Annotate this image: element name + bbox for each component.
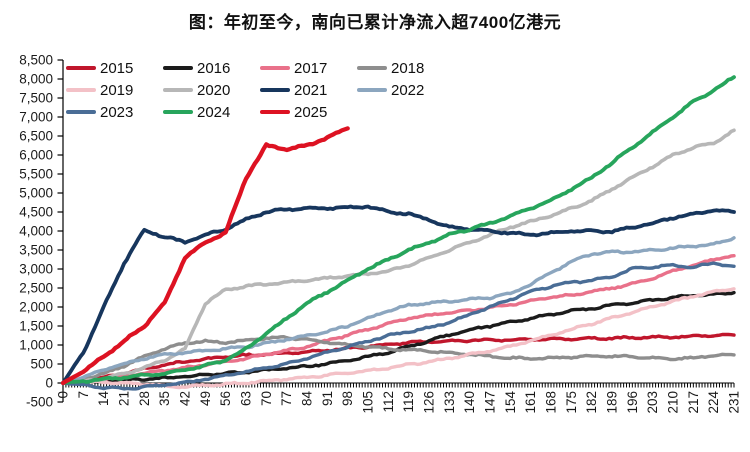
x-axis-label: 231 — [727, 391, 742, 414]
x-axis-label: 147 — [483, 391, 498, 414]
y-axis-label: 1,000 — [19, 338, 53, 353]
legend-swatch-2025 — [260, 109, 290, 115]
y-axis-label: 8,000 — [19, 72, 53, 87]
y-axis-label: 7,500 — [19, 91, 53, 106]
y-axis-label: 500 — [30, 357, 53, 372]
x-axis-label: 133 — [442, 391, 457, 414]
x-axis-label: 182 — [584, 391, 599, 414]
y-axis-label: 3,000 — [19, 262, 53, 277]
legend-item-2016: 2016 — [163, 61, 260, 76]
legend-label-2017: 2017 — [294, 59, 328, 77]
x-axis-label: 70 — [259, 391, 274, 406]
series-line-2025 — [60, 126, 350, 386]
chart-legend: 2015 2016 2017 2018 2019 2020 2021 2022 2023 2024… — [66, 57, 449, 123]
legend-swatch-2021 — [260, 87, 290, 93]
x-axis-label: 196 — [625, 391, 640, 414]
series-line-2021 — [61, 204, 736, 385]
x-axis-label: 161 — [523, 391, 538, 414]
y-axis-label: -500 — [26, 395, 53, 410]
series-line-2023 — [61, 261, 736, 391]
x-axis-label: 210 — [666, 391, 681, 414]
legend-label-2025: 2025 — [294, 103, 328, 121]
x-axis-label: 168 — [544, 391, 559, 414]
y-axis-label: 6,000 — [19, 148, 53, 163]
legend-swatch-2022 — [357, 87, 387, 93]
x-axis-label: 28 — [137, 391, 152, 406]
legend-swatch-2017 — [260, 65, 290, 71]
legend-item-2025: 2025 — [260, 105, 357, 120]
x-axis-label: 224 — [706, 391, 721, 414]
legend-item-2023: 2023 — [66, 105, 163, 120]
series-line-2024 — [61, 75, 736, 385]
x-axis-label: 119 — [401, 391, 416, 413]
legend-swatch-2023 — [66, 109, 96, 115]
series-line-2018 — [61, 335, 736, 385]
y-axis-label: 7,000 — [19, 110, 53, 125]
legend-item-2015: 2015 — [66, 61, 163, 76]
legend-label-2016: 2016 — [197, 59, 231, 77]
legend-item-2021: 2021 — [260, 83, 357, 98]
series-line-2015 — [61, 332, 736, 385]
legend-item-2024: 2024 — [163, 105, 260, 120]
x-axis-label: 77 — [279, 391, 294, 406]
legend-label-2019: 2019 — [100, 81, 134, 99]
legend-item-2017: 2017 — [260, 61, 357, 76]
x-axis-label: 105 — [361, 391, 376, 414]
legend-label-2024: 2024 — [197, 103, 231, 121]
legend-swatch-2018 — [357, 65, 387, 71]
x-axis-label: 21 — [117, 391, 132, 406]
legend-label-2020: 2020 — [197, 81, 231, 99]
y-axis-label: 3,500 — [19, 243, 53, 258]
x-axis-label: 56 — [218, 391, 233, 406]
legend-swatch-2019 — [66, 87, 96, 93]
legend-item-2019: 2019 — [66, 83, 163, 98]
x-axis-label: 35 — [157, 391, 172, 406]
y-axis-label: 2,000 — [19, 300, 53, 315]
x-axis-label: 189 — [605, 391, 620, 414]
series-line-2022 — [61, 236, 736, 385]
legend-swatch-2020 — [163, 87, 193, 93]
legend-swatch-2015 — [66, 65, 96, 71]
legend-label-2023: 2023 — [100, 103, 134, 121]
y-axis-label: 2,500 — [19, 281, 53, 296]
legend-label-2015: 2015 — [100, 59, 134, 77]
x-axis-label: 7 — [76, 391, 91, 399]
y-axis-label: 0 — [45, 376, 53, 391]
y-axis-label: 1,500 — [19, 319, 53, 334]
x-axis-label: 175 — [564, 391, 579, 414]
x-axis-label: 42 — [178, 391, 193, 406]
x-axis-label: 84 — [300, 391, 315, 407]
x-axis-label: 49 — [198, 391, 213, 406]
x-axis-label: 203 — [645, 391, 660, 414]
legend-swatch-2016 — [163, 65, 193, 71]
y-axis-label: 5,500 — [19, 167, 53, 182]
x-axis-label: 140 — [462, 391, 477, 414]
y-axis-label: 6,500 — [19, 129, 53, 144]
legend-label-2022: 2022 — [391, 81, 425, 99]
y-axis-label: 5,000 — [19, 186, 53, 201]
x-axis-label: 112 — [381, 391, 396, 413]
legend-label-2018: 2018 — [391, 59, 425, 77]
x-axis-label: 126 — [422, 391, 437, 414]
legend-item-2022: 2022 — [357, 83, 449, 98]
legend-item-2018: 2018 — [357, 61, 449, 76]
x-axis-label: 0 — [56, 391, 71, 399]
x-axis-label: 14 — [96, 391, 111, 407]
legend-label-2021: 2021 — [294, 81, 328, 99]
y-axis-label: 8,500 — [19, 53, 53, 68]
y-axis-label: 4,500 — [19, 205, 53, 220]
x-axis-label: 63 — [239, 391, 254, 406]
x-axis-label: 217 — [686, 391, 701, 414]
x-axis-label: 98 — [340, 391, 355, 406]
chart-title: 图：年初至今，南向已累计净流入超7400亿港元 — [188, 13, 562, 32]
series-line-2019 — [61, 287, 736, 390]
y-axis-label: 4,000 — [19, 224, 53, 239]
legend-item-2020: 2020 — [163, 83, 260, 98]
x-axis-label: 91 — [320, 391, 335, 406]
legend-swatch-2024 — [163, 109, 193, 115]
x-axis-label: 154 — [503, 391, 518, 414]
